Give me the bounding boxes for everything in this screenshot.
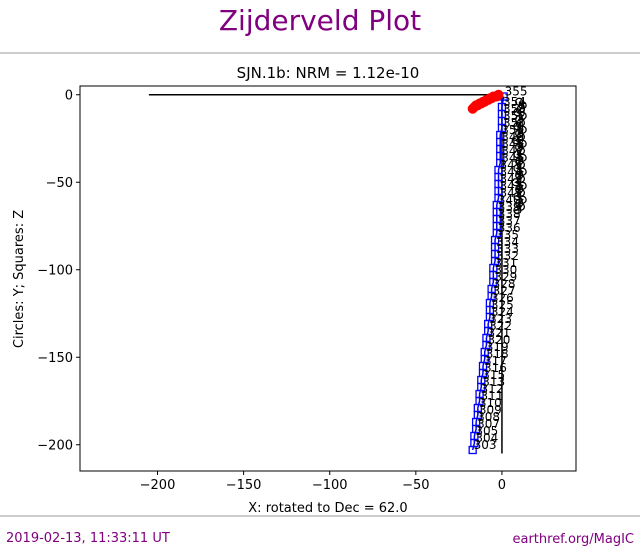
x-tick-label: −50 [402, 478, 429, 493]
measurement-label: 331 [494, 256, 517, 270]
measurement-label: 330 [494, 263, 517, 277]
y-tick-label: −50 [46, 176, 73, 191]
measurement-label: 349 [501, 130, 524, 144]
source-link[interactable]: earthref.org/MagIC [512, 532, 634, 547]
y-tick-label: −200 [37, 438, 73, 453]
measurement-label: 323 [489, 312, 512, 326]
measurement-label: 348 [501, 137, 524, 151]
x-tick-label: −200 [140, 478, 176, 493]
measurement-label: 350 [501, 123, 524, 137]
measurement-label: 332 [496, 249, 519, 263]
y-axis-label: Circles: Y; Squares: Z [12, 210, 27, 348]
measurement-label: 315 [482, 368, 505, 382]
measurement-label-layer: 3033043053073083093103113123133153163173… [474, 85, 528, 453]
y-tick-label: −150 [37, 351, 73, 366]
measurement-label: 352 [503, 109, 526, 123]
circle-point [513, 206, 522, 215]
measurement-label: 312 [481, 382, 504, 396]
x-axis: −200 −150 −100 −50 0 [140, 471, 506, 493]
measurement-label: 345 [500, 158, 523, 172]
measurement-label: 317 [484, 354, 507, 368]
measurement-label: 304 [475, 431, 498, 445]
measurement-label: 353 [503, 102, 526, 116]
measurement-label: 339 [498, 200, 521, 214]
measurement-label: 310 [479, 396, 502, 410]
measurement-label: 335 [496, 228, 519, 242]
circle-point [511, 136, 520, 145]
measurement-label: 334 [496, 235, 519, 249]
measurement-label: 344 [500, 165, 523, 179]
measurement-label: 347 [501, 144, 524, 158]
measurement-label: 338 [498, 207, 521, 221]
measurement-label: 341 [500, 186, 523, 200]
measurement-label: 316 [484, 361, 507, 375]
measurement-label: 327 [493, 284, 516, 298]
measurement-label: 355 [505, 85, 528, 99]
measurement-label: 329 [494, 270, 517, 284]
circle-point [493, 89, 504, 100]
footer-divider [0, 515, 640, 517]
measurement-label: 309 [479, 403, 502, 417]
square-point [497, 102, 507, 112]
measurement-label: 319 [486, 340, 509, 354]
measurement-label: 308 [477, 410, 500, 424]
measurement-label: 328 [493, 277, 516, 291]
plot-frame [79, 85, 577, 472]
measurement-label: 346 [501, 151, 524, 165]
circle-point [511, 178, 520, 187]
measurement-label: 333 [496, 242, 519, 256]
chart-title: SJN.1b: NRM = 1.12e-10 [237, 64, 420, 82]
timestamp: 2019-02-13, 11:33:11 UT [6, 531, 170, 546]
measurement-label: 318 [486, 347, 509, 361]
y-axis: −200 −150 −100 −50 0 [37, 88, 80, 453]
measurement-label: 336 [498, 221, 521, 235]
measurement-label: 311 [481, 389, 504, 403]
measurement-label: 320 [487, 333, 510, 347]
measurement-label: 324 [491, 305, 514, 319]
measurement-label: 321 [487, 326, 510, 340]
measurement-label: 326 [491, 291, 514, 305]
measurement-label: 303 [474, 438, 497, 452]
measurement-label: 322 [489, 319, 512, 333]
x-tick-label: −100 [312, 478, 348, 493]
y-tick-label: −100 [37, 263, 73, 278]
series-0-line [471, 96, 505, 451]
measurement-label: 325 [491, 298, 514, 312]
y-tick-label: 0 [65, 88, 73, 103]
measurement-label: 342 [500, 179, 523, 193]
measurement-label: 354 [503, 95, 526, 109]
x-axis-label: X: rotated to Dec = 62.0 [248, 501, 407, 516]
x-tick-label: 0 [498, 478, 506, 493]
measurement-label: 305 [475, 424, 498, 438]
plot-layer [148, 89, 527, 455]
header-divider [0, 52, 640, 54]
x-tick-label: −150 [226, 478, 262, 493]
measurement-label: 313 [482, 375, 505, 389]
measurement-label: 337 [498, 214, 521, 228]
measurement-label: 307 [477, 417, 500, 431]
page-title: Zijderveld Plot [218, 4, 422, 37]
measurement-label: 343 [500, 172, 523, 186]
measurement-label: 351 [503, 116, 526, 130]
measurement-label: 340 [498, 193, 521, 207]
